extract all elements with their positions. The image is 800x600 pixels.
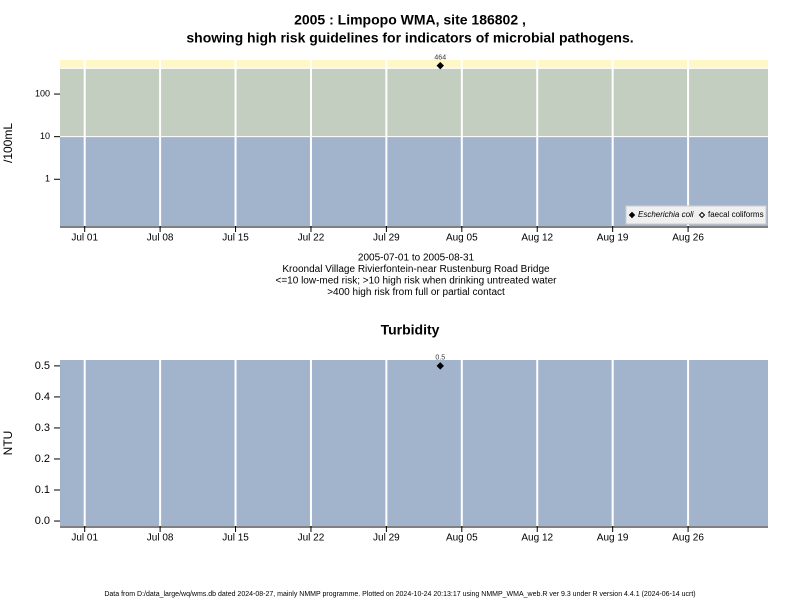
x-tick-label: Jul 08 bbox=[147, 533, 174, 544]
y-tick-label: 0.3 bbox=[35, 422, 50, 434]
x-tick-label: Jul 15 bbox=[222, 533, 249, 544]
legend-marker bbox=[698, 211, 706, 219]
x-tick-label: Jul 08 bbox=[147, 233, 174, 244]
x-tick-label: Jul 01 bbox=[71, 533, 98, 544]
legend-marker bbox=[628, 211, 636, 219]
data-label: 0.5 bbox=[435, 355, 445, 362]
x-tick-label: Jul 29 bbox=[373, 533, 400, 544]
chart-title: 2005 : Limpopo WMA, site 186802 , bbox=[294, 12, 526, 28]
risk-band bbox=[60, 60, 768, 69]
y-tick-label: 0.1 bbox=[35, 484, 50, 496]
footer: Data from D:/data_large/wq/wms.db dated … bbox=[104, 591, 695, 598]
x-tick-label: Aug 26 bbox=[672, 533, 704, 544]
y-tick-label: 0.0 bbox=[35, 515, 50, 527]
risk-band bbox=[60, 68, 768, 137]
y-tick-label: 10 bbox=[40, 131, 50, 141]
data-point bbox=[436, 61, 444, 70]
legend-label: faecal coliforms bbox=[708, 210, 764, 219]
y-tick-label: 1 bbox=[45, 174, 50, 184]
note: Kroondal Village Rivierfontein-near Rust… bbox=[282, 264, 550, 275]
note: 2005-07-01 to 2005-08-31 bbox=[358, 253, 475, 264]
x-tick-label: Jul 22 bbox=[298, 233, 325, 244]
x-tick-label: Jul 01 bbox=[71, 233, 98, 244]
y-tick-label: 0.4 bbox=[35, 391, 50, 403]
y-axis-label: /100mL bbox=[1, 123, 15, 163]
risk-band bbox=[60, 360, 768, 526]
x-tick-label: Jul 22 bbox=[298, 533, 325, 544]
legend-label: Escherichia coli bbox=[638, 210, 694, 219]
x-tick-label: Jul 29 bbox=[373, 233, 400, 244]
x-tick-label: Aug 12 bbox=[521, 533, 553, 544]
x-tick-label: Aug 26 bbox=[672, 233, 704, 244]
note: <=10 low-med risk; >10 high risk when dr… bbox=[276, 276, 558, 287]
y-tick-label: 100 bbox=[35, 88, 50, 98]
x-tick-label: Aug 05 bbox=[446, 233, 478, 244]
chart-title: showing high risk guidelines for indicat… bbox=[186, 30, 633, 46]
data-point bbox=[436, 362, 444, 370]
x-tick-label: Aug 19 bbox=[597, 533, 629, 544]
x-tick-label: Aug 19 bbox=[597, 233, 629, 244]
y-tick-label: 0.2 bbox=[35, 453, 50, 465]
x-tick-label: Aug 12 bbox=[521, 233, 553, 244]
legend-box bbox=[625, 205, 767, 225]
x-tick-label: Jul 15 bbox=[222, 233, 249, 244]
note: >400 high risk from full or partial cont… bbox=[327, 287, 505, 298]
y-axis-label: NTU bbox=[1, 431, 15, 456]
y-tick-label: 0.5 bbox=[35, 360, 50, 372]
x-tick-label: Aug 05 bbox=[446, 533, 478, 544]
chart-title: Turbidity bbox=[381, 322, 440, 338]
data-label: 464 bbox=[434, 55, 446, 62]
